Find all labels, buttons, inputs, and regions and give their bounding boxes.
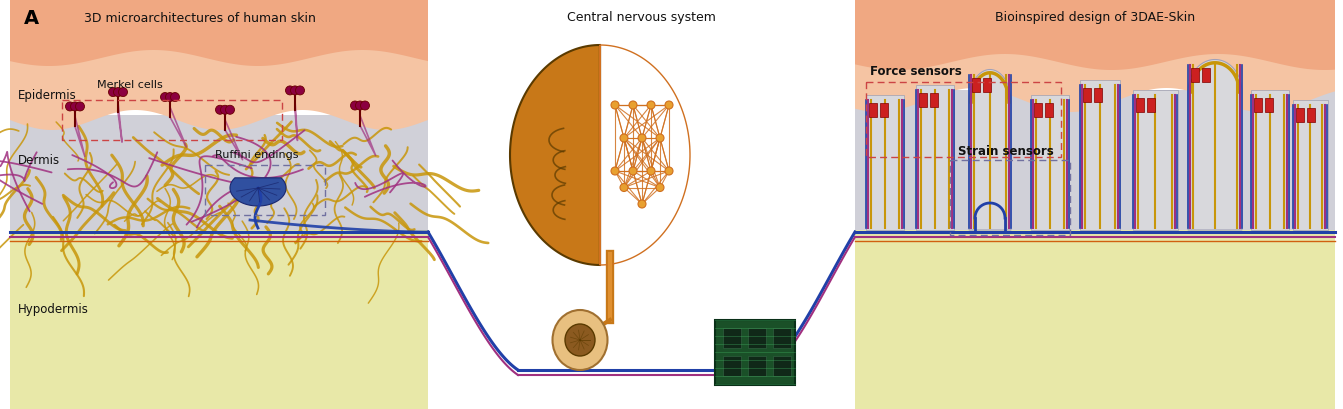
Circle shape — [66, 102, 74, 111]
Bar — [855, 90, 1335, 230]
Bar — [1250, 90, 1289, 230]
Circle shape — [295, 86, 305, 95]
Circle shape — [638, 134, 646, 142]
Polygon shape — [970, 70, 1011, 230]
Polygon shape — [855, 30, 1335, 112]
Bar — [869, 103, 877, 117]
Bar — [723, 356, 741, 376]
Bar — [929, 93, 937, 107]
Text: Strain sensors: Strain sensors — [958, 145, 1054, 158]
Polygon shape — [510, 45, 600, 265]
Circle shape — [620, 134, 629, 142]
Circle shape — [665, 167, 673, 175]
Bar — [1095, 88, 1103, 102]
Circle shape — [171, 92, 180, 101]
Polygon shape — [1189, 60, 1242, 230]
Bar — [866, 95, 904, 230]
Text: 3D microarchitectures of human skin: 3D microarchitectures of human skin — [85, 11, 316, 25]
Text: Epidermis: Epidermis — [17, 88, 77, 101]
Bar — [1307, 108, 1315, 122]
Bar — [748, 328, 766, 348]
Bar — [748, 356, 766, 376]
Circle shape — [351, 101, 360, 110]
Circle shape — [638, 200, 646, 208]
Text: Dermis: Dermis — [17, 153, 60, 166]
Bar — [950, 160, 1070, 235]
Text: Central nervous system: Central nervous system — [567, 11, 716, 25]
Bar — [1202, 68, 1210, 82]
Bar — [866, 82, 1061, 157]
Circle shape — [655, 134, 663, 142]
Bar — [880, 103, 888, 117]
Circle shape — [290, 86, 299, 95]
Bar — [9, 0, 428, 409]
Circle shape — [356, 101, 364, 110]
Bar — [972, 78, 980, 92]
Bar — [1034, 103, 1042, 117]
Circle shape — [70, 102, 79, 111]
Polygon shape — [230, 178, 286, 206]
Bar — [1293, 100, 1328, 230]
Bar — [1296, 108, 1304, 122]
Circle shape — [161, 92, 169, 101]
Circle shape — [114, 88, 122, 97]
Ellipse shape — [565, 324, 595, 356]
Circle shape — [629, 101, 637, 109]
Circle shape — [611, 101, 619, 109]
Bar — [1082, 88, 1091, 102]
Circle shape — [360, 101, 369, 110]
Bar — [1191, 68, 1199, 82]
Circle shape — [118, 88, 128, 97]
Circle shape — [75, 102, 85, 111]
Bar — [1031, 95, 1069, 230]
Bar — [983, 78, 991, 92]
Text: Force sensors: Force sensors — [870, 65, 962, 78]
Bar — [1265, 98, 1273, 112]
Circle shape — [165, 92, 175, 101]
Polygon shape — [855, 0, 1335, 70]
Bar — [1147, 98, 1155, 112]
Bar — [1254, 98, 1262, 112]
Bar — [62, 100, 282, 140]
Bar — [9, 115, 428, 230]
Ellipse shape — [552, 310, 607, 370]
Circle shape — [620, 184, 629, 191]
Text: A: A — [24, 9, 39, 27]
Circle shape — [109, 88, 117, 97]
Circle shape — [647, 101, 655, 109]
Text: Ruffini endings: Ruffini endings — [215, 150, 298, 160]
Bar — [1133, 90, 1178, 230]
Circle shape — [629, 167, 637, 175]
Bar — [855, 0, 1335, 409]
Text: Merkel cells: Merkel cells — [97, 80, 163, 90]
Bar — [1136, 98, 1144, 112]
Bar — [1045, 103, 1053, 117]
Circle shape — [226, 105, 235, 114]
Bar — [916, 85, 954, 230]
Bar — [855, 230, 1335, 409]
Bar — [714, 320, 795, 385]
Bar — [919, 93, 927, 107]
Circle shape — [215, 105, 224, 114]
Bar — [205, 165, 325, 215]
Bar — [774, 328, 791, 348]
Bar — [774, 356, 791, 376]
Text: Hypodermis: Hypodermis — [17, 303, 89, 317]
Circle shape — [665, 101, 673, 109]
Bar — [723, 328, 741, 348]
Circle shape — [655, 184, 663, 191]
Circle shape — [286, 86, 294, 95]
Circle shape — [611, 167, 619, 175]
Circle shape — [647, 167, 655, 175]
Bar — [1080, 80, 1120, 230]
Polygon shape — [9, 0, 428, 66]
Bar — [9, 230, 428, 409]
Circle shape — [220, 105, 230, 114]
Polygon shape — [9, 30, 428, 130]
Text: Bioinspired design of 3DAE-Skin: Bioinspired design of 3DAE-Skin — [995, 11, 1195, 25]
